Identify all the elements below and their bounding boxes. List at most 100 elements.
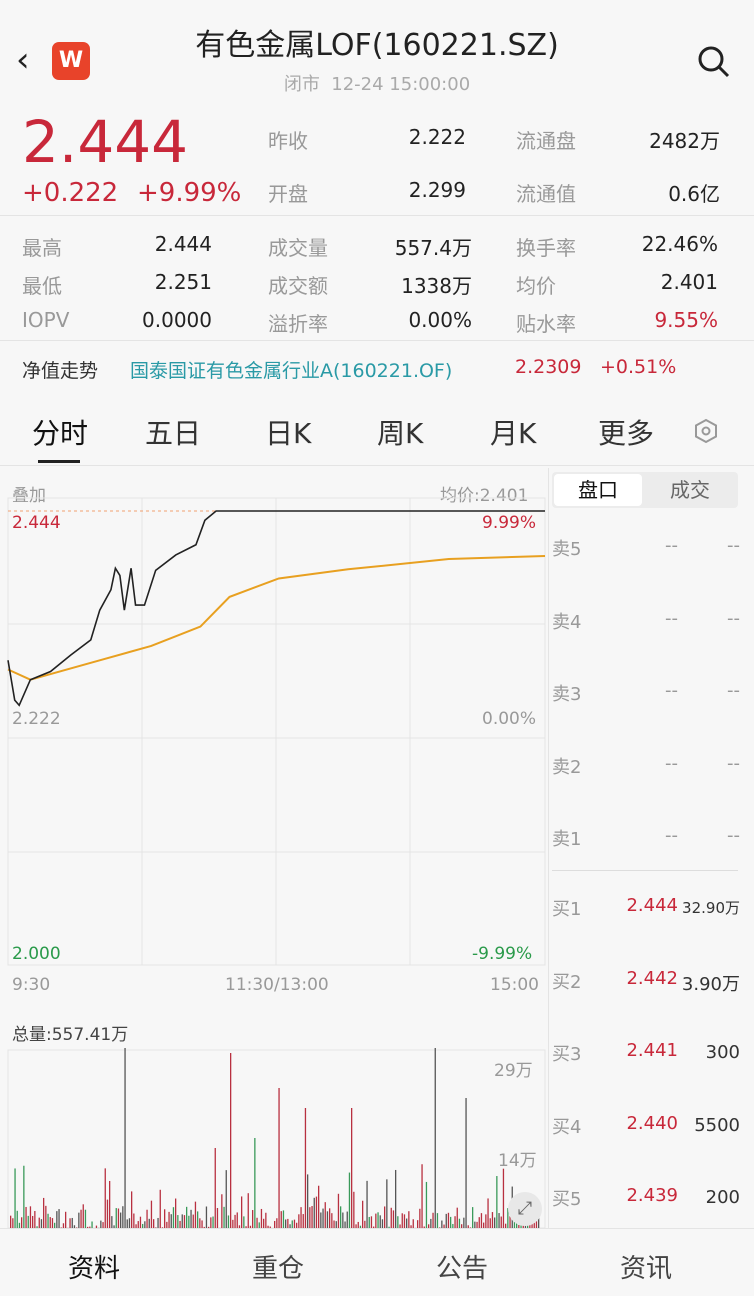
volume-bar	[318, 1185, 320, 1228]
stat-label: 流通值	[516, 182, 576, 206]
volume-bar	[320, 1212, 322, 1228]
volume-bar	[421, 1164, 423, 1228]
volume-bar	[296, 1222, 298, 1228]
x-label-close: 15:00	[490, 975, 539, 995]
pct-label-high: 9.99%	[482, 513, 537, 533]
expand-icon[interactable]: ⤢	[508, 1192, 542, 1226]
tab-orderbook[interactable]: 盘口	[554, 474, 642, 506]
volume-bar	[458, 1218, 461, 1228]
bid-level-label: 买4	[552, 1116, 582, 1138]
volume-bar	[150, 1200, 153, 1228]
volume-bar	[474, 1221, 476, 1228]
ask-volume: --	[727, 607, 740, 629]
volume-bar	[38, 1217, 40, 1228]
bottom-tab-holdings[interactable]: 重仓	[252, 1254, 305, 1284]
volume-bar	[126, 1219, 128, 1228]
volume-bar	[285, 1219, 287, 1228]
stat-value: 9.55%	[654, 308, 718, 332]
tab-more[interactable]: 更多	[598, 417, 655, 450]
ask-level-label: 卖5	[552, 539, 582, 560]
volume-bar	[392, 1210, 395, 1228]
volume-max-label: 29万	[494, 1061, 533, 1081]
volume-bar	[186, 1206, 188, 1228]
volume-bar	[87, 1226, 89, 1228]
volume-bar	[340, 1206, 342, 1228]
ask-volume: --	[727, 752, 740, 774]
volume-bar	[456, 1207, 458, 1228]
volume-bar	[423, 1226, 425, 1228]
bottom-tab-profile[interactable]: 资料	[68, 1254, 121, 1284]
volume-bar	[128, 1218, 131, 1228]
volume-bar	[267, 1225, 269, 1228]
x-label-open: 9:30	[12, 975, 51, 995]
volume-bar	[172, 1207, 175, 1228]
bid-volume: 3.90万	[681, 973, 740, 995]
volume-bar	[282, 1210, 285, 1228]
volume-bar	[78, 1212, 80, 1228]
page-title: 有色金属LOF(160221.SZ)	[195, 28, 559, 63]
volume-bar	[245, 1226, 247, 1228]
tab-trades[interactable]: 成交	[670, 478, 710, 502]
volume-bar	[401, 1213, 403, 1228]
settings-icon[interactable]	[693, 418, 719, 444]
total-volume: 总量:557.41万	[12, 1025, 129, 1045]
tab-5day[interactable]: 五日	[145, 417, 202, 450]
search-icon[interactable]	[696, 44, 732, 80]
volume-bar	[278, 1088, 280, 1228]
bottom-tab-announcements[interactable]: 公告	[436, 1254, 489, 1284]
volume-bar	[32, 1215, 34, 1228]
tab-monthly-k[interactable]: 月K	[490, 417, 537, 450]
ask-price: --	[665, 680, 678, 701]
volume-bar	[419, 1208, 421, 1228]
volume-bar	[496, 1176, 498, 1228]
volume-bar	[65, 1211, 67, 1228]
volume-bar	[428, 1224, 430, 1228]
nav-label: 净值走势	[22, 360, 99, 382]
volume-bar	[45, 1205, 47, 1228]
ask-level-label: 卖2	[552, 756, 582, 778]
volume-bar	[509, 1216, 511, 1228]
ask-price: --	[665, 752, 678, 774]
nav-fund-link[interactable]: 国泰国证有色金属行业A(160221.OF)	[130, 360, 453, 382]
back-icon[interactable]: ‹	[16, 40, 30, 80]
volume-bar	[386, 1179, 388, 1228]
stat-value: 0.00%	[408, 308, 472, 332]
volume-bar	[487, 1198, 489, 1228]
intraday-chart[interactable]	[0, 468, 548, 1008]
volume-bar	[175, 1198, 177, 1228]
volume-bar	[342, 1212, 344, 1228]
tab-weekly-k[interactable]: 周K	[377, 417, 424, 450]
stat-label: 贴水率	[516, 312, 576, 336]
volume-bar	[476, 1221, 478, 1228]
volume-bar	[302, 1214, 304, 1228]
y-label-low: 2.000	[12, 944, 61, 964]
tab-daily-k[interactable]: 日K	[265, 417, 312, 450]
volume-bar	[443, 1224, 445, 1228]
volume-bar	[100, 1220, 102, 1228]
tab-intraday[interactable]: 分时	[32, 417, 89, 450]
volume-bar	[410, 1225, 412, 1228]
stat-value: 557.4万	[394, 236, 472, 260]
volume-bar	[137, 1221, 139, 1228]
bid-price: 2.439	[626, 1185, 678, 1206]
app-logo: W	[52, 42, 90, 80]
volume-bar	[54, 1222, 56, 1228]
pct-label-mid: 0.00%	[482, 709, 537, 729]
volume-bar	[166, 1221, 168, 1228]
bid-price: 2.442	[626, 967, 678, 989]
volume-mid-label: 14万	[498, 1151, 537, 1171]
volume-bar	[203, 1226, 205, 1228]
ask-level-label: 卖1	[552, 829, 582, 850]
volume-bar	[170, 1214, 172, 1228]
divider	[552, 870, 738, 871]
volume-bar	[324, 1202, 326, 1228]
stat-label: 均价	[516, 274, 556, 298]
volume-bar	[80, 1209, 82, 1228]
stat-label: 流通盘	[516, 129, 576, 153]
ask-price: --	[665, 607, 678, 629]
volume-bar	[104, 1168, 106, 1228]
divider	[0, 215, 754, 216]
overlay-button[interactable]: 叠加	[12, 486, 46, 506]
stat-label: 最低	[22, 274, 62, 298]
bottom-tab-news[interactable]: 资讯	[620, 1254, 673, 1284]
